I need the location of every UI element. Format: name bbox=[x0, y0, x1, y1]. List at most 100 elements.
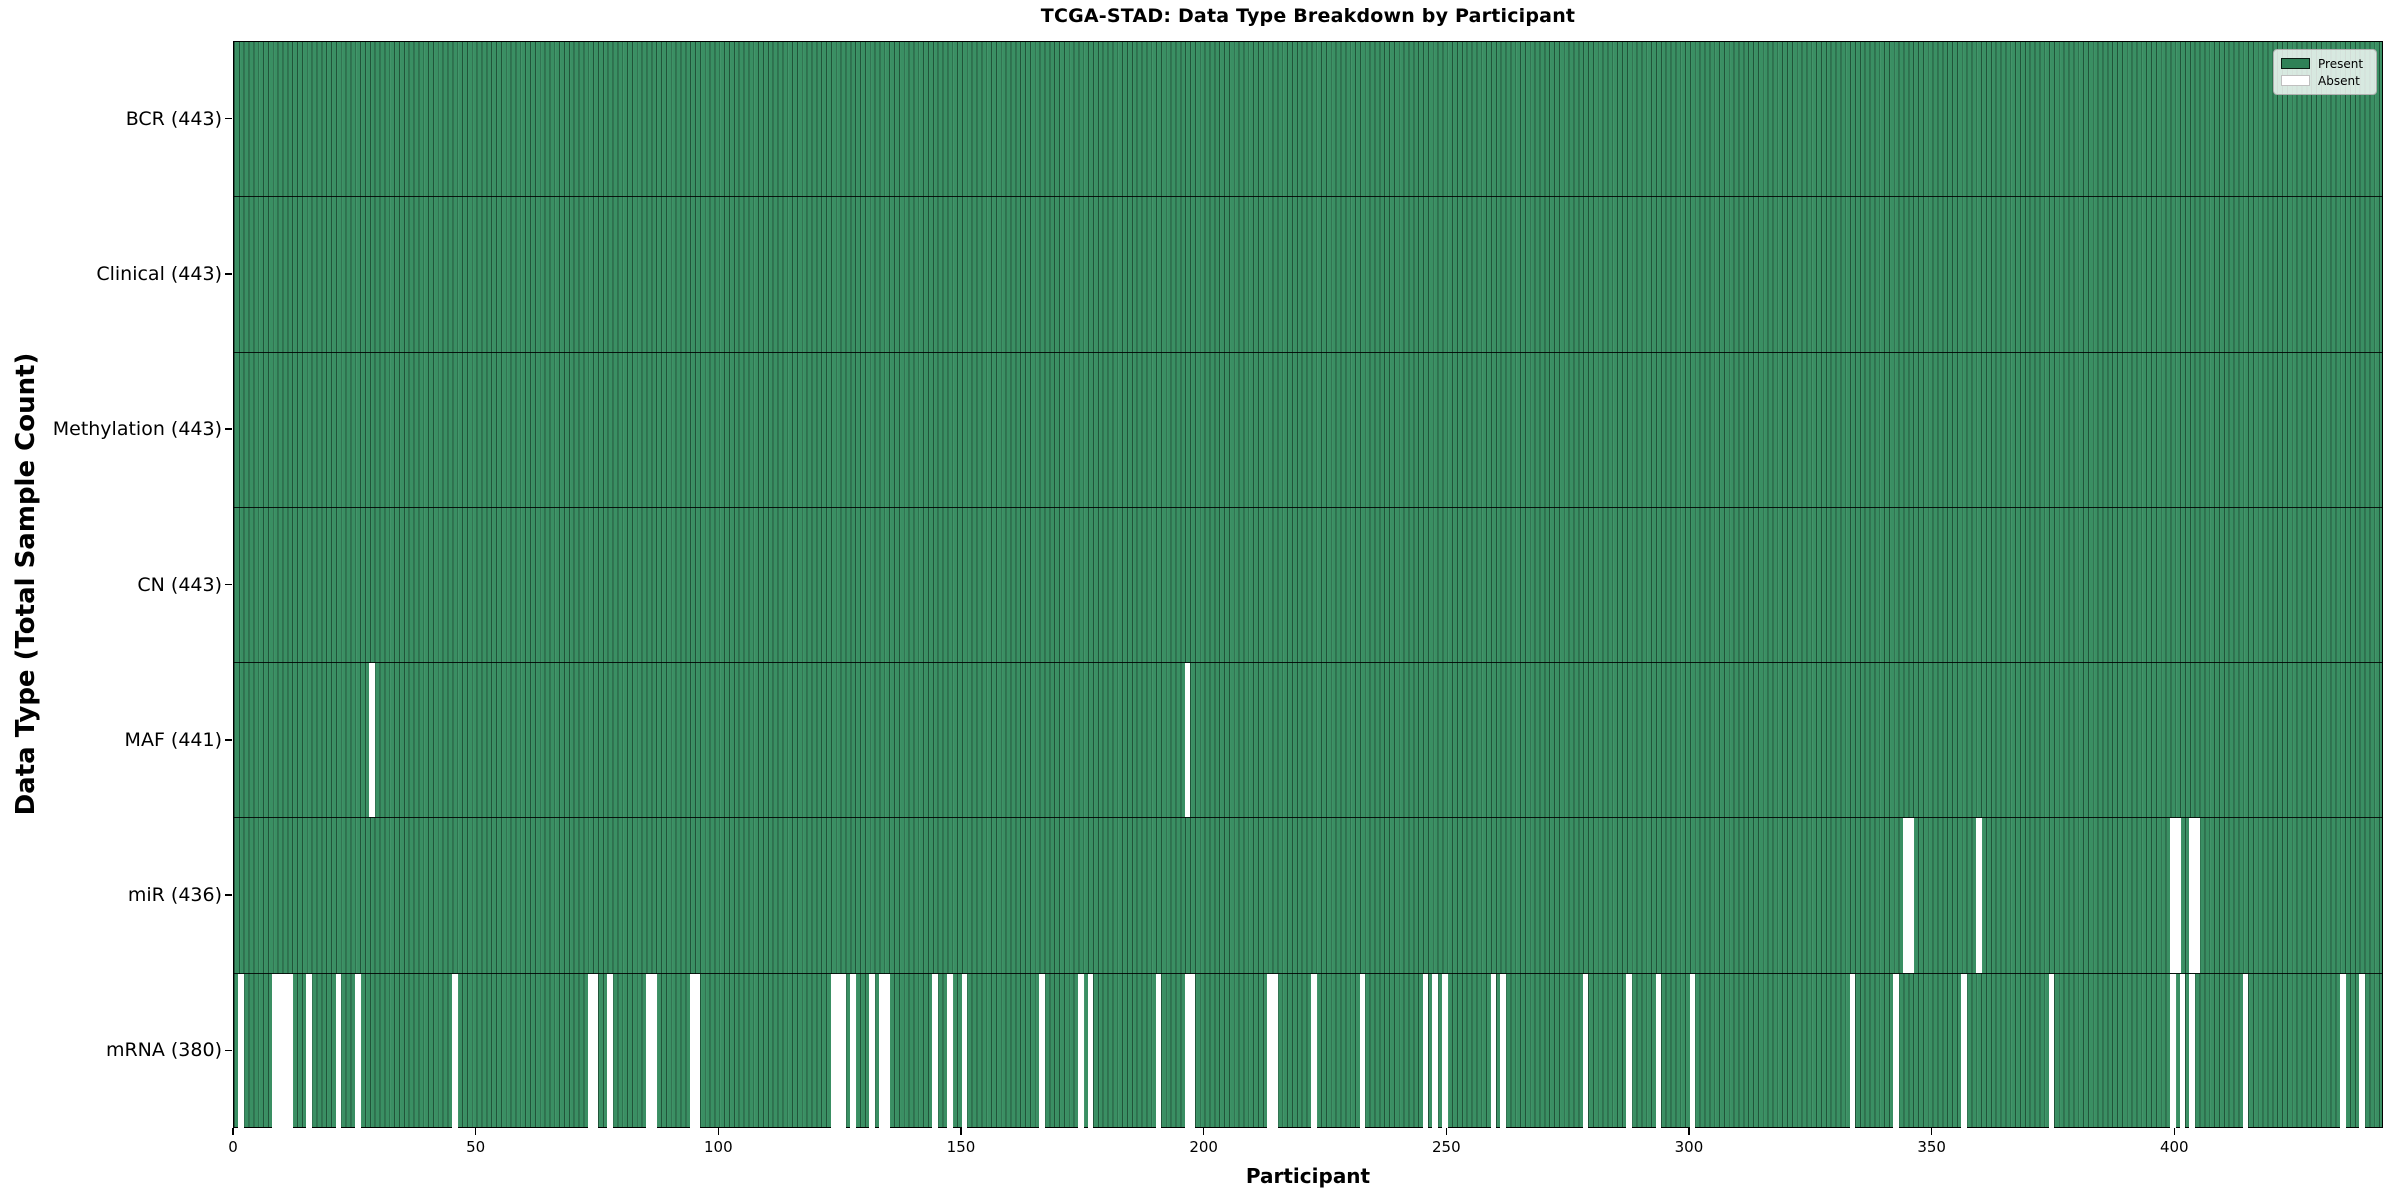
absent-cell bbox=[2242, 973, 2249, 1129]
absent-cell bbox=[2170, 818, 2176, 973]
absent-cell bbox=[1189, 973, 1196, 1129]
absent-cell bbox=[689, 973, 696, 1129]
x-tick-mark bbox=[232, 1128, 234, 1135]
absent-cell bbox=[1184, 663, 1191, 818]
heatmap-row-miR bbox=[234, 818, 2382, 974]
heatmap-row-Methylation bbox=[234, 353, 2382, 508]
absent-cell bbox=[1975, 818, 1982, 973]
absent-cell bbox=[1155, 973, 1162, 1129]
heatmap-row-BCR bbox=[234, 42, 2382, 198]
x-tick-label: 250 bbox=[1431, 1138, 1461, 1156]
x-tick-label: 400 bbox=[2159, 1138, 2189, 1156]
absent-cell bbox=[1849, 973, 1856, 1129]
absent-cell bbox=[2359, 973, 2365, 1129]
absent-cell bbox=[272, 973, 279, 1129]
heatmap-row-MAF bbox=[234, 663, 2382, 819]
absent-cell bbox=[849, 973, 856, 1129]
absent-cell bbox=[1961, 973, 1967, 1129]
absent-cell bbox=[830, 973, 837, 1129]
legend-absent-label: Absent bbox=[2318, 73, 2360, 88]
absent-cell bbox=[1500, 973, 1506, 1129]
x-tick-mark bbox=[960, 1128, 962, 1135]
heatmap-row-mRNA bbox=[234, 973, 2382, 1129]
x-tick-mark bbox=[474, 1128, 477, 1135]
row-label-miR: miR (436) bbox=[127, 884, 222, 907]
absent-cell bbox=[869, 973, 876, 1129]
y-tick-mark bbox=[225, 428, 232, 430]
absent-cell bbox=[238, 973, 245, 1129]
plot-area: Present Absent bbox=[233, 41, 2383, 1129]
absent-cell bbox=[650, 973, 657, 1129]
x-axis-label: Participant bbox=[1245, 1164, 1371, 1188]
x-tick-label: 0 bbox=[228, 1138, 238, 1156]
absent-cell bbox=[1626, 973, 1633, 1129]
absent-cell bbox=[277, 973, 283, 1129]
x-tick-mark bbox=[1202, 1128, 1205, 1135]
absent-cell bbox=[2179, 973, 2186, 1129]
absent-cell bbox=[1422, 973, 1429, 1129]
row-label-Methylation: Methylation (443) bbox=[52, 418, 222, 441]
absent-cell bbox=[607, 973, 613, 1129]
row-label-BCR: BCR (443) bbox=[125, 107, 222, 130]
row-label-MAF: MAF (441) bbox=[124, 728, 222, 751]
absent-cell bbox=[2174, 818, 2181, 973]
absent-cell bbox=[592, 973, 599, 1129]
legend: Present Absent bbox=[2273, 49, 2377, 95]
x-tick-label: 100 bbox=[703, 1138, 733, 1156]
absent-cell bbox=[835, 973, 842, 1129]
absent-cell bbox=[1907, 818, 1914, 973]
absent-cell bbox=[2339, 973, 2346, 1129]
absent-cell bbox=[2048, 973, 2055, 1129]
heatmap-row-Clinical bbox=[234, 197, 2382, 353]
legend-item-absent: Absent bbox=[2281, 72, 2369, 89]
x-tick-label: 300 bbox=[1674, 1138, 1704, 1156]
absent-cell bbox=[306, 973, 313, 1129]
row-label-mRNA: mRNA (380) bbox=[105, 1039, 222, 1062]
absent-cell bbox=[1267, 973, 1273, 1129]
legend-item-present: Present bbox=[2281, 55, 2369, 72]
absent-cell bbox=[2189, 818, 2196, 973]
absent-cell bbox=[932, 973, 939, 1129]
absent-cell bbox=[961, 973, 968, 1129]
absent-cell bbox=[879, 973, 885, 1129]
x-tick-label: 50 bbox=[466, 1138, 486, 1156]
absent-cell bbox=[369, 663, 376, 818]
absent-cell bbox=[1432, 973, 1438, 1129]
absent-cell bbox=[1582, 973, 1589, 1129]
absent-cell bbox=[1689, 973, 1696, 1129]
x-tick-label: 150 bbox=[946, 1138, 976, 1156]
absent-cell bbox=[2189, 973, 2196, 1129]
absent-cell bbox=[1184, 973, 1191, 1129]
y-tick-mark bbox=[225, 894, 232, 896]
absent-cell bbox=[1078, 973, 1084, 1129]
y-tick-mark bbox=[225, 1049, 232, 1052]
row-label-Clinical: Clinical (443) bbox=[96, 262, 222, 285]
absent-cell bbox=[1655, 973, 1662, 1129]
absent-cell bbox=[282, 973, 288, 1129]
absent-cell bbox=[335, 973, 342, 1129]
x-tick-mark bbox=[1930, 1128, 1933, 1135]
absent-cell bbox=[883, 973, 890, 1129]
x-tick-mark bbox=[1688, 1128, 1690, 1135]
row-label-CN: CN (443) bbox=[137, 573, 222, 596]
absent-cell bbox=[1311, 973, 1317, 1129]
absent-cell bbox=[354, 973, 361, 1129]
x-tick-mark bbox=[717, 1128, 720, 1135]
y-tick-mark bbox=[225, 117, 232, 120]
absent-cell bbox=[1272, 973, 1278, 1129]
absent-cell bbox=[646, 973, 652, 1129]
x-tick-mark bbox=[1445, 1128, 1448, 1135]
legend-absent-swatch-icon bbox=[2281, 75, 2310, 86]
absent-cell bbox=[840, 973, 846, 1129]
absent-cell bbox=[1087, 973, 1094, 1129]
absent-cell bbox=[1490, 973, 1497, 1129]
absent-cell bbox=[694, 973, 701, 1129]
x-tick-mark bbox=[2173, 1128, 2176, 1135]
absent-cell bbox=[286, 973, 293, 1129]
legend-present-label: Present bbox=[2318, 56, 2364, 71]
heatmap-row-CN bbox=[234, 508, 2382, 664]
absent-cell bbox=[1359, 973, 1366, 1129]
absent-cell bbox=[947, 973, 953, 1129]
legend-present-swatch-icon bbox=[2281, 58, 2310, 69]
absent-cell bbox=[2170, 973, 2176, 1129]
